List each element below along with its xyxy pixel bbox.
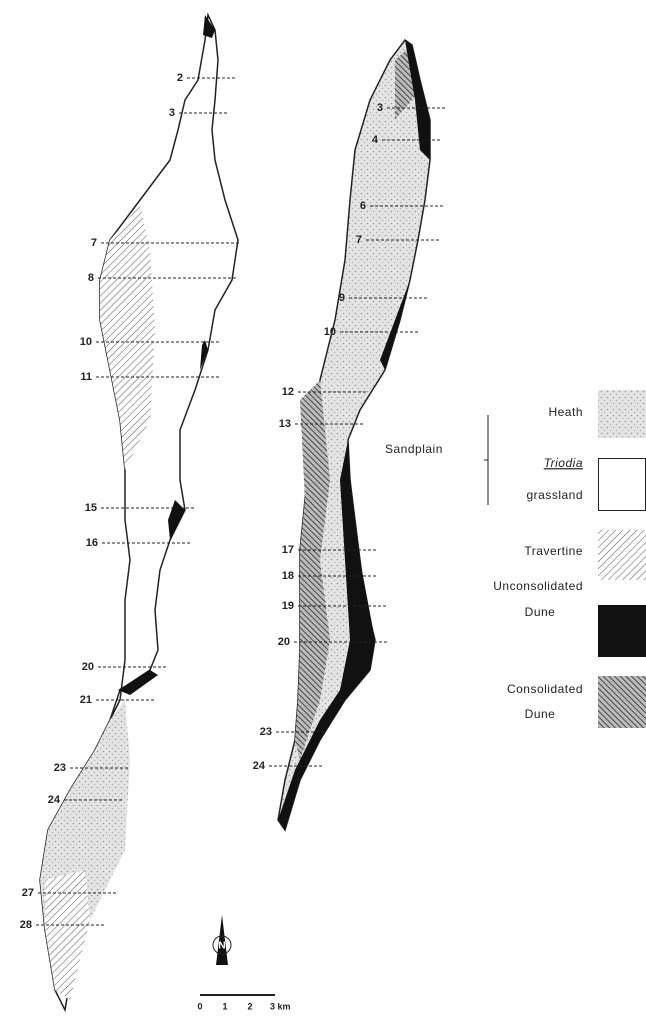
legend-label: Dune xyxy=(525,605,556,619)
legend-swatch xyxy=(598,676,646,728)
transect-label: 6 xyxy=(360,200,366,212)
transect-label: 8 xyxy=(88,272,94,284)
transect-label: 10 xyxy=(324,326,336,338)
transect-label: 23 xyxy=(260,726,272,738)
legend-label: Triodia xyxy=(544,456,583,470)
transect-label: 7 xyxy=(356,234,362,246)
transect-label: 21 xyxy=(80,694,92,706)
transect-label: 12 xyxy=(282,386,294,398)
legend-label: grassland xyxy=(526,488,583,502)
legend-label: Travertine xyxy=(524,544,583,558)
transect-label: 28 xyxy=(20,919,32,931)
transect-label: 9 xyxy=(339,292,345,304)
scale-label: 3 km xyxy=(270,1001,291,1011)
transect-label: 18 xyxy=(282,570,294,582)
scale-label: 2 xyxy=(247,1001,252,1011)
transect-label: 3 xyxy=(377,102,383,114)
transect-label: 16 xyxy=(86,537,98,549)
transect-label: 2 xyxy=(177,72,183,84)
transect-label: 15 xyxy=(85,502,97,514)
legend-brace xyxy=(484,415,488,505)
scale-label: 1 xyxy=(222,1001,227,1011)
transect-label: 4 xyxy=(372,134,379,146)
transect-label: 13 xyxy=(279,418,291,430)
legend-label: Consolidated xyxy=(507,682,583,696)
transect-label: 24 xyxy=(253,760,266,772)
transect-label: 7 xyxy=(91,237,97,249)
map: Heath Sandplain Triodia grassland Traver… xyxy=(0,0,646,1018)
legend-swatch xyxy=(598,530,646,580)
transect-label: 20 xyxy=(82,661,94,673)
north-label: N xyxy=(218,941,225,952)
legend-label: Dune xyxy=(525,707,556,721)
legend-swatch xyxy=(598,605,646,657)
legend-swatch xyxy=(599,459,646,511)
transect-label: 19 xyxy=(282,600,294,612)
transect-label: 11 xyxy=(80,371,92,383)
transect-label: 23 xyxy=(54,762,66,774)
legend-label: Unconsolidated xyxy=(493,579,583,593)
legend-label: Heath xyxy=(548,405,583,419)
transect-label: 24 xyxy=(48,794,61,806)
transect-label: 10 xyxy=(80,336,92,348)
transect-label: 17 xyxy=(282,544,294,556)
transect-label: 27 xyxy=(22,887,34,899)
transect-label: 20 xyxy=(278,636,290,648)
travertine-area xyxy=(45,870,90,1000)
legend-swatch xyxy=(598,390,646,438)
transect-label: 3 xyxy=(169,107,175,119)
scale-label: 0 xyxy=(197,1001,202,1011)
legend-label: Sandplain xyxy=(385,442,443,456)
